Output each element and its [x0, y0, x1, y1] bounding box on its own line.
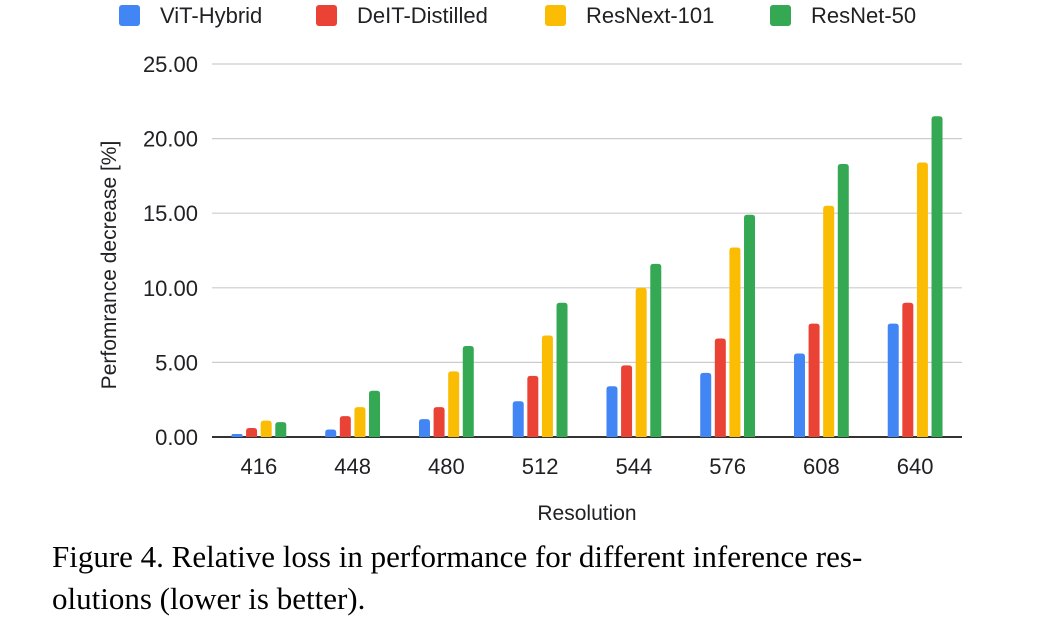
legend-label: ViT-Hybrid	[160, 3, 262, 28]
y-tick-label: 0.00	[155, 425, 198, 450]
bar	[275, 422, 287, 437]
bar	[433, 407, 445, 437]
x-tick-label: 608	[803, 454, 840, 479]
figure-caption: Figure 4. Relative loss in performance f…	[52, 536, 1002, 620]
legend: ViT-Hybrid DeIT-Distilled ResNext-101 ResNe…	[119, 3, 916, 28]
y-axis-tick-labels: 0.00 5.00 10.00 15.00 20.00 25.00	[143, 52, 198, 450]
bar	[369, 390, 381, 437]
bar	[729, 247, 741, 437]
bar	[556, 302, 568, 437]
bar	[354, 407, 366, 437]
x-tick-label: 416	[241, 454, 278, 479]
bar-chart: ViT-Hybrid DeIT-Distilled ResNext-101 ResNe…	[98, 3, 962, 525]
x-tick-label: 576	[709, 454, 746, 479]
bar	[700, 372, 712, 437]
y-tick-label: 5.00	[155, 350, 198, 375]
y-tick-label: 20.00	[143, 127, 198, 152]
y-tick-label: 15.00	[143, 201, 198, 226]
caption-line-1: Figure 4. Relative loss in performance f…	[52, 539, 863, 574]
bar	[527, 375, 539, 437]
legend-label: ResNet-50	[811, 3, 916, 28]
bar	[793, 353, 805, 437]
bar	[606, 386, 618, 437]
bar	[448, 371, 460, 437]
x-tick-label: 480	[428, 454, 465, 479]
bar	[462, 345, 474, 437]
bar	[621, 365, 633, 437]
bar	[339, 416, 351, 437]
bar	[512, 401, 524, 437]
bar	[246, 428, 258, 437]
bar	[823, 205, 835, 437]
legend-swatch	[316, 5, 337, 26]
x-tick-label: 512	[522, 454, 559, 479]
x-axis-title: Resolution	[537, 502, 636, 525]
bar	[837, 163, 849, 438]
x-tick-label: 448	[334, 454, 371, 479]
y-tick-label: 10.00	[143, 276, 198, 301]
bar	[887, 323, 899, 437]
bar	[744, 214, 756, 437]
legend-label: DeIT-Distilled	[357, 3, 488, 28]
bar	[260, 420, 272, 437]
x-tick-label: 640	[897, 454, 934, 479]
x-axis-tick-labels: 416 448 480 512 544 576 608 640	[241, 454, 934, 479]
legend-label: ResNext-101	[586, 3, 714, 28]
bar	[916, 162, 928, 438]
caption-line-2: olutions (lower is better).	[52, 581, 366, 616]
bar	[714, 338, 726, 437]
bar	[541, 335, 553, 437]
bars	[231, 116, 943, 438]
bar	[635, 287, 647, 437]
bar	[902, 302, 914, 437]
x-tick-label: 544	[616, 454, 653, 479]
bar	[325, 429, 337, 437]
bar	[650, 263, 662, 437]
y-axis-title: Perfomrance decrease [%]	[98, 141, 121, 390]
bar	[931, 116, 943, 437]
legend-swatch	[119, 5, 140, 26]
bar	[808, 323, 820, 437]
bar	[231, 434, 243, 437]
y-tick-label: 25.00	[143, 52, 198, 77]
legend-swatch	[770, 5, 791, 26]
bar	[418, 419, 430, 437]
legend-swatch	[545, 5, 566, 26]
gridlines	[212, 63, 962, 438]
